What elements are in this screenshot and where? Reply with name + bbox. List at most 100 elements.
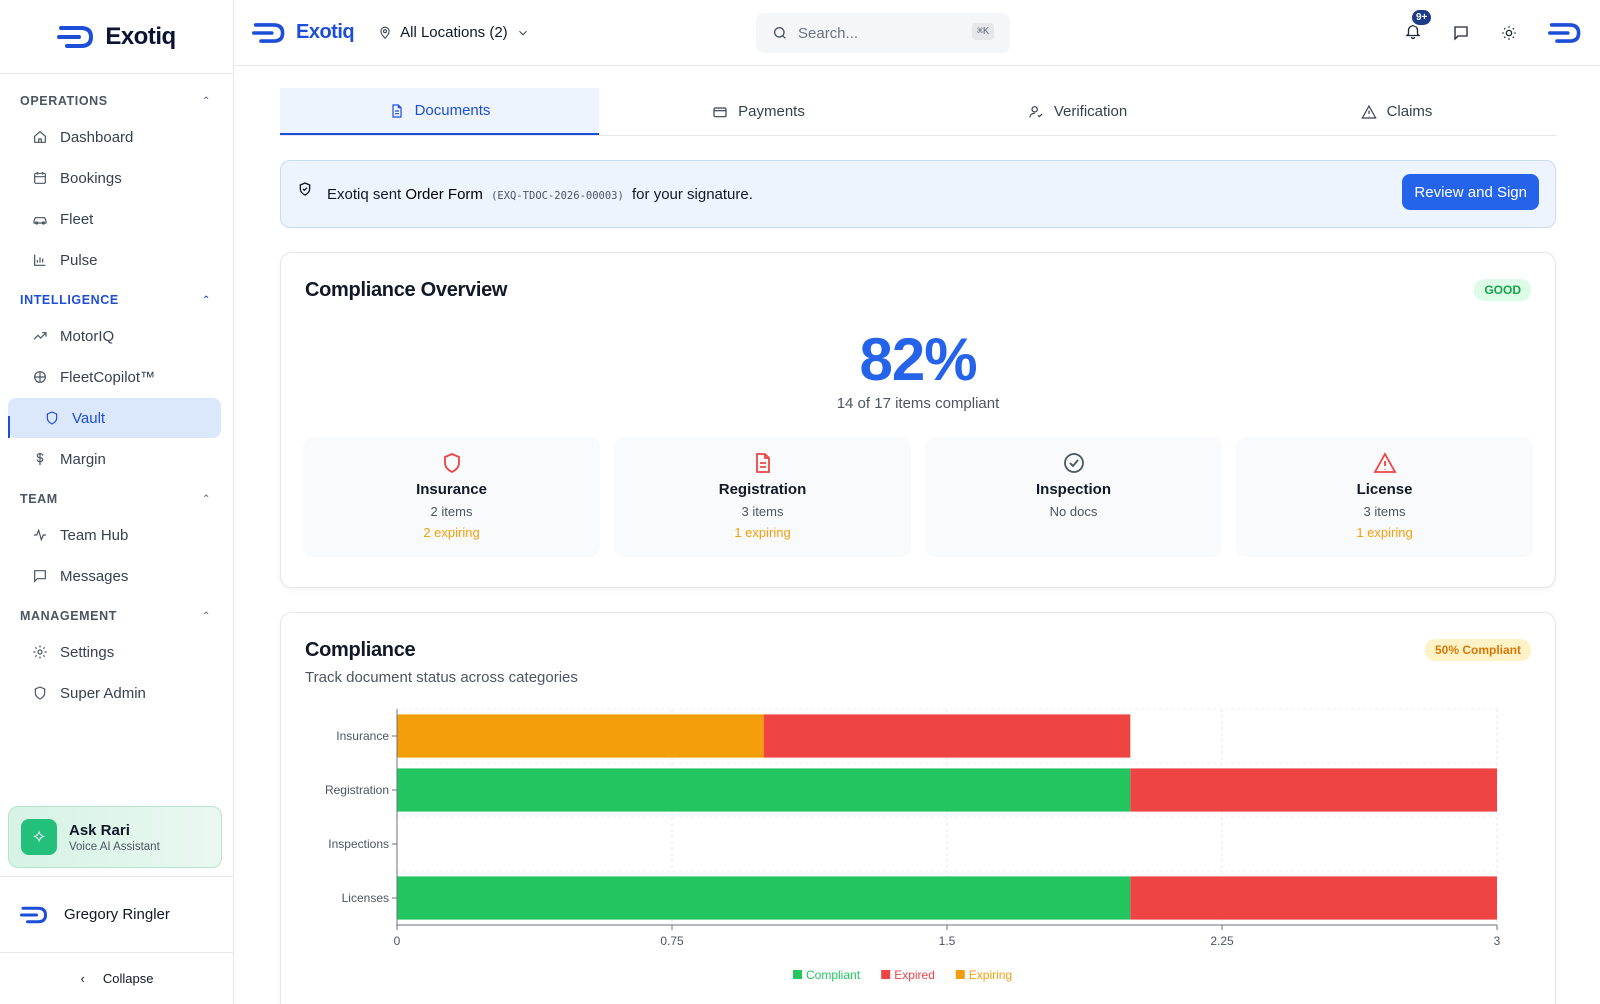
shield-icon [34, 686, 46, 700]
collapse-label: Collapse [102, 971, 154, 986]
shield-check-icon [299, 182, 311, 196]
category-expiring: 1 expiring [1356, 525, 1413, 540]
section-operations[interactable]: OPERATIONS ⌃ [0, 86, 233, 116]
category-count: 3 items [1363, 504, 1406, 519]
compliance-percent: 82% [859, 326, 977, 393]
notice-doc-code: (EXQ-TDOC-2026-00003) [491, 189, 624, 202]
sidebar-item-label: Fleet [60, 210, 94, 228]
x-tick-label: 0.75 [660, 934, 684, 948]
tab-label: Verification [1053, 103, 1128, 120]
check-circle-icon [1063, 453, 1084, 473]
alert-triangle-icon [1372, 452, 1397, 473]
calendar-icon [34, 172, 46, 184]
sidebar-item-label: Settings [60, 643, 115, 661]
status-badge: GOOD [1474, 279, 1531, 301]
sidebar-item-fleet[interactable]: Fleet [8, 199, 221, 239]
assistant-title: Ask Rari [69, 821, 130, 839]
sidebar-item-dashboard[interactable]: Dashboard [8, 117, 221, 157]
shield-icon [46, 411, 58, 425]
sun-icon[interactable] [1500, 24, 1518, 42]
category-expiring: 2 expiring [423, 525, 480, 540]
tab-payments[interactable]: Payments [599, 88, 918, 135]
sidebar-item-super-admin[interactable]: Super Admin [8, 673, 221, 713]
user-profile[interactable]: Gregory Ringler [0, 876, 234, 952]
sidebar-item-label: FleetCopilot™ [60, 368, 156, 386]
tab-bar: Documents Payments Verification Claims [280, 88, 1556, 136]
bar-registration-expired [1130, 768, 1497, 812]
category-tile-license[interactable]: License 3 items 1 expiring [1236, 437, 1533, 557]
x-tick-label: 1.5 [939, 934, 956, 948]
location-selector[interactable]: All Locations (2) [378, 24, 530, 41]
user-check-icon [1029, 105, 1043, 118]
sidebar-item-pulse[interactable]: Pulse [8, 240, 221, 280]
section-team[interactable]: TEAM ⌃ [0, 484, 233, 514]
section-intelligence[interactable]: INTELLIGENCE ⌃ [0, 285, 233, 315]
bar-licenses-expired [1130, 876, 1497, 920]
sparkle-icon: ✧ [21, 819, 57, 855]
category-name: Insurance [416, 481, 487, 498]
header-actions: 9+ [1404, 0, 1584, 66]
bar-chart-icon [34, 254, 46, 266]
section-title: MANAGEMENT [20, 609, 117, 623]
y-tick-label: Licenses [342, 891, 389, 905]
category-tile-insurance[interactable]: Insurance 2 items 2 expiring [303, 437, 600, 557]
sidebar-nav: OPERATIONS ⌃ Dashboard Bookings Fleet Pulse IN… [0, 74, 233, 718]
sidebar-item-label: Margin [60, 450, 106, 468]
chevron-left-icon: ‹ [80, 971, 85, 986]
notification-badge: 9+ [1410, 7, 1434, 27]
y-tick-label: Insurance [336, 729, 389, 743]
header-brand[interactable]: Exotiq [252, 21, 355, 44]
compliance-overview-card: Compliance Overview GOOD 82% 14 of 17 it… [280, 252, 1556, 588]
category-count: 2 items [430, 504, 473, 519]
assistant-subtitle: Voice AI Assistant [69, 840, 160, 853]
notice-doc-name[interactable]: Order Form [405, 185, 483, 203]
tab-label: Claims [1386, 103, 1433, 120]
sidebar-item-messages[interactable]: Messages [8, 556, 221, 596]
brand-name: Exotiq [105, 22, 176, 50]
sidebar-item-bookings[interactable]: Bookings [8, 158, 221, 198]
sidebar: Exotiq OPERATIONS ⌃ Dashboard Bookings Fleet… [0, 0, 234, 1004]
sidebar-item-label: Super Admin [60, 684, 146, 702]
ask-rari-button[interactable]: ✧ Ask Rari Voice AI Assistant [8, 806, 222, 868]
sidebar-item-motoriq[interactable]: MotorIQ [8, 316, 221, 356]
profile-logo-icon[interactable] [1548, 22, 1584, 44]
category-tile-inspection[interactable]: Inspection No docs [925, 437, 1222, 557]
notifications-button[interactable]: 9+ [1404, 7, 1434, 45]
bar-licenses-compliant [397, 876, 1131, 920]
message-icon[interactable] [1452, 24, 1470, 42]
user-avatar-icon [20, 906, 48, 923]
tab-claims[interactable]: Claims [1237, 88, 1556, 135]
compliance-bar-chart: Insurance Registration Inspections Licenses… [325, 708, 1501, 982]
category-tile-registration[interactable]: Registration 3 items 1 expiring [614, 437, 911, 557]
sidebar-item-vault[interactable]: Vault [8, 398, 221, 438]
sidebar-item-label: Messages [60, 567, 129, 585]
sidebar-item-label: Vault [72, 409, 106, 427]
tab-label: Documents [414, 102, 491, 119]
notice-text: Exotiq sent Order Form (EXQ-TDOC-2026-00… [327, 186, 753, 203]
collapse-button[interactable]: ‹ Collapse [0, 952, 234, 1004]
x-tick-label: 0 [394, 934, 401, 948]
compliance-badge: 50% Compliant [1424, 639, 1531, 661]
notice-prefix: Exotiq sent [327, 185, 402, 203]
sidebar-item-label: Bookings [60, 169, 122, 187]
sidebar-item-margin[interactable]: Margin [8, 439, 221, 479]
y-tick-label: Registration [325, 783, 389, 797]
category-name: Registration [718, 481, 807, 498]
overview-title: Compliance Overview [305, 279, 508, 301]
home-icon [34, 130, 46, 143]
sidebar-brand[interactable]: Exotiq [0, 0, 233, 74]
sidebar-item-fleetcopilot[interactable]: FleetCopilot™ [8, 357, 221, 397]
exotiq-logo-icon [252, 22, 285, 43]
review-and-sign-button[interactable]: Review and Sign [1402, 174, 1539, 210]
file-icon [391, 103, 402, 118]
bar-registration-compliant [397, 768, 1131, 812]
search-icon [774, 27, 786, 39]
tab-verification[interactable]: Verification [918, 88, 1237, 135]
sidebar-item-settings[interactable]: Settings [8, 632, 221, 672]
legend-swatch-expiring [955, 970, 965, 979]
sidebar-item-team-hub[interactable]: Team Hub [8, 515, 221, 555]
search-input[interactable]: Search... ⌘K [756, 13, 1010, 53]
notice-suffix: for your signature. [632, 185, 753, 203]
tab-documents[interactable]: Documents [280, 88, 599, 135]
section-management[interactable]: MANAGEMENT ⌃ [0, 601, 233, 631]
